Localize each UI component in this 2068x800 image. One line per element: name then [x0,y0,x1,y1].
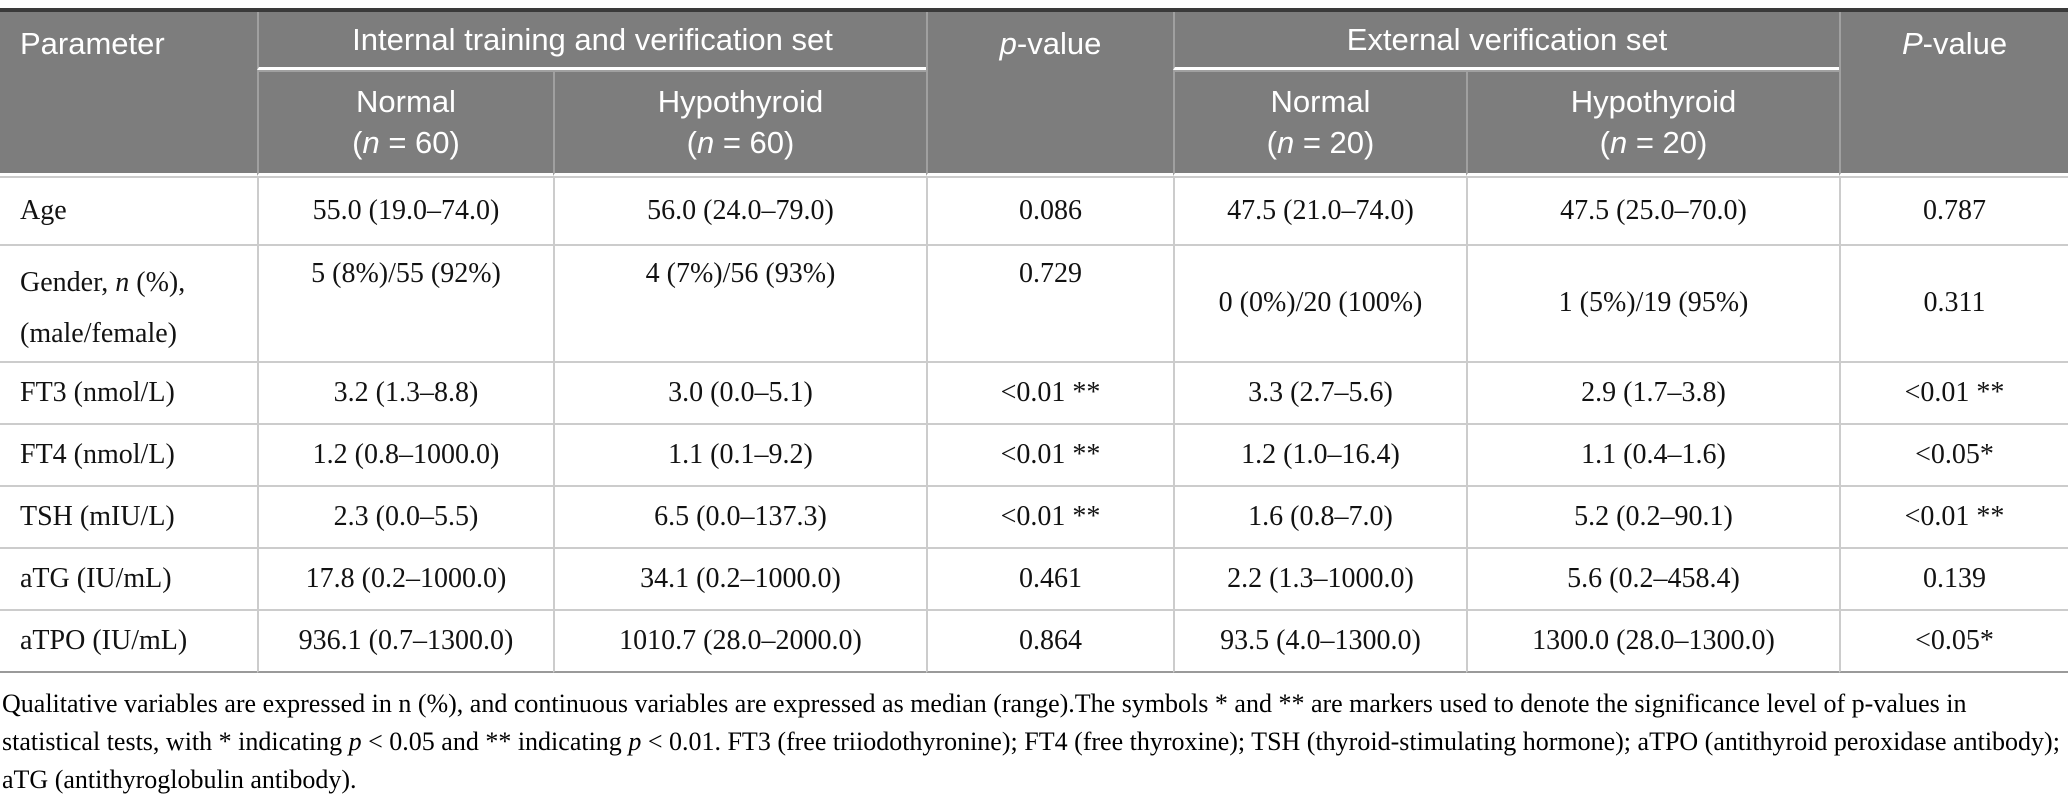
cell-ft3-internal-hypothyroid: 3.0 (0.0–5.1) [553,362,926,425]
cell-gender-internal-hypothyroid: 4 (7%)/56 (93%) [553,246,926,363]
table-row-gender: Gender, n (%), (male/female) 5 (8%)/55 (92… [0,246,2068,363]
cell-atpo-external-normal: 93.5 (4.0–1300.0) [1173,610,1466,673]
table-row-ft3: FT3 (nmol/L) 3.2 (1.3–8.8) 3.0 (0.0–5.1) <0… [0,362,2068,425]
cell-tsh-external-hypothyroid: 5.2 (0.2–90.1) [1466,486,1840,549]
cell-atpo-external-hypothyroid: 1300.0 (28.0–1300.0) [1466,610,1840,673]
cell-ft4-internal-normal: 1.2 (0.8–1000.0) [257,424,553,487]
header-row-subgroups: Normal (n = 60) Hypothyroid (n = 60) Normal(… [0,70,2068,176]
cell-atg-external-hypothyroid: 5.6 (0.2–458.4) [1466,548,1840,611]
cell-age-internal-normal: 55.0 (19.0–74.0) [257,176,553,246]
row-label-atg: aTG (IU/mL) [0,549,257,611]
cell-atg-internal-hypothyroid: 34.1 (0.2–1000.0) [553,548,926,611]
cell-atpo-internal-normal: 936.1 (0.7–1300.0) [257,610,553,673]
cell-age-p-value-internal: 0.086 [926,176,1173,246]
cell-atpo-internal-hypothyroid: 1010.7 (28.0–2000.0) [553,610,926,673]
cell-tsh-external-normal: 1.6 (0.8–7.0) [1173,486,1466,549]
column-subheader-external-normal: Normal (n = 20) [1173,70,1466,176]
table-header: Parameter Internal training and verifica… [0,12,2068,176]
column-header-p-value-external: P-value [1839,12,2068,176]
cell-tsh-internal-normal: 2.3 (0.0–5.5) [257,486,553,549]
cell-atg-p-value-external: 0.139 [1839,548,2068,611]
cell-gender-p-value-external: 0.311 [1839,246,2068,363]
cell-ft3-external-hypothyroid: 2.9 (1.7–3.8) [1466,362,1840,425]
cell-ft4-p-value-internal: <0.01 ** [926,424,1173,487]
cell-gender-external-normal: 0 (0%)/20 (100%) [1173,246,1466,363]
cell-gender-internal-normal: 5 (8%)/55 (92%) [257,246,553,363]
cell-gender-external-hypothyroid: 1 (5%)/19 (95%) [1466,246,1840,363]
cell-tsh-p-value-external: <0.01 ** [1839,486,2068,549]
row-label-tsh: TSH (mIU/L) [0,487,257,549]
column-header-p-value-internal: p-value [926,12,1173,176]
cell-age-external-normal: 47.5 (21.0–74.0) [1173,176,1466,246]
column-header-external-set: External verification set [1173,12,1840,70]
cell-ft3-external-normal: 3.3 (2.7–5.6) [1173,362,1466,425]
cell-age-internal-hypothyroid: 56.0 (24.0–79.0) [553,176,926,246]
cell-age-p-value-external: 0.787 [1839,176,2068,246]
row-label-ft3: FT3 (nmol/L) [0,363,257,425]
baseline-characteristics-table: Parameter Internal training and verifica… [0,8,2068,673]
cell-atg-internal-normal: 17.8 (0.2–1000.0) [257,548,553,611]
cell-ft4-external-normal: 1.2 (1.0–16.4) [1173,424,1466,487]
column-subheader-internal-hypothyroid: Hypothyroid (n = 60) [553,70,926,176]
cell-atg-p-value-internal: 0.461 [926,548,1173,611]
cell-age-external-hypothyroid: 47.5 (25.0–70.0) [1466,176,1840,246]
row-label-age: Age [0,176,257,246]
row-label-gender: Gender, n (%), (male/female) [0,246,257,363]
cell-atg-external-normal: 2.2 (1.3–1000.0) [1173,548,1466,611]
cell-gender-p-value-internal: 0.729 [926,246,1173,363]
column-subheader-external-hypothyroid: Hypothyroid (n = 20) [1466,70,1840,176]
cell-tsh-internal-hypothyroid: 6.5 (0.0–137.3) [553,486,926,549]
cell-ft3-internal-normal: 3.2 (1.3–8.8) [257,362,553,425]
cell-tsh-p-value-internal: <0.01 ** [926,486,1173,549]
table-body: Age 55.0 (19.0–74.0) 56.0 (24.0–79.0) 0.086… [0,176,2068,673]
table-row-ft4: FT4 (nmol/L) 1.2 (0.8–1000.0) 1.1 (0.1–9.2… [0,424,2068,487]
table-row-age: Age 55.0 (19.0–74.0) 56.0 (24.0–79.0) 0.086… [0,176,2068,246]
cell-ft3-p-value-external: <0.01 ** [1839,362,2068,425]
header-row-groups: Parameter Internal training and verifica… [0,12,2068,176]
cell-ft4-p-value-external: <0.05* [1839,424,2068,487]
cell-ft4-internal-hypothyroid: 1.1 (0.1–9.2) [553,424,926,487]
table-row-tsh: TSH (mIU/L) 2.3 (0.0–5.5) 6.5 (0.0–137.3) <… [0,486,2068,549]
row-label-ft4: FT4 (nmol/L) [0,425,257,487]
column-header-internal-set: Internal training and verification set [257,12,926,70]
table-row-atpo: aTPO (IU/mL) 936.1 (0.7–1300.0) 1010.7 (28… [0,610,2068,673]
cell-atpo-p-value-external: <0.05* [1839,610,2068,673]
column-header-parameter: Parameter [0,12,257,176]
table-row-atg: aTG (IU/mL) 17.8 (0.2–1000.0) 34.1 (0.2–10… [0,548,2068,611]
cell-ft4-external-hypothyroid: 1.1 (0.4–1.6) [1466,424,1840,487]
column-subheader-internal-normal: Normal (n = 60) [257,70,553,176]
row-label-atpo: aTPO (IU/mL) [0,611,257,673]
cell-ft3-p-value-internal: <0.01 ** [926,362,1173,425]
table-footnote: Qualitative variables are expressed in n… [2,688,2060,794]
cell-atpo-p-value-internal: 0.864 [926,610,1173,673]
